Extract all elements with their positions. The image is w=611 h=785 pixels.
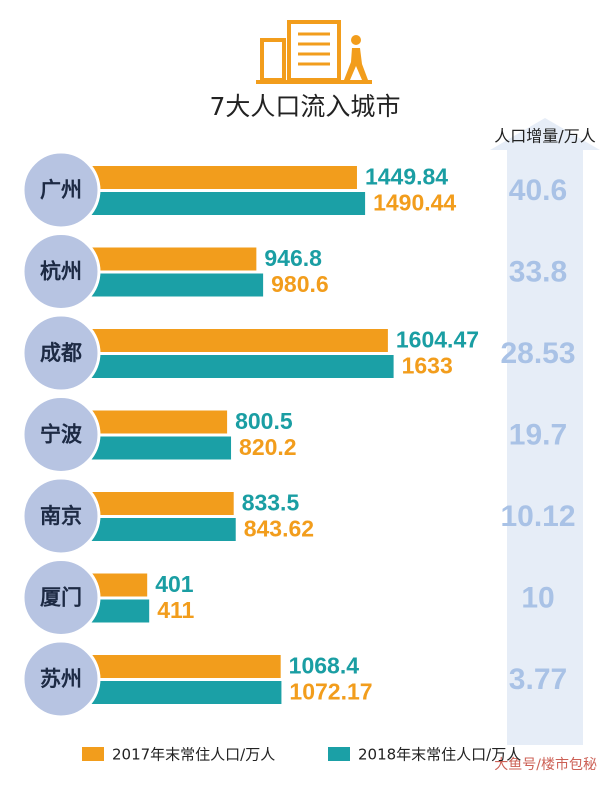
bar <box>67 166 357 189</box>
legend-label: 2018年末常住人口/万人 <box>358 746 521 764</box>
value-label: 946.8 <box>264 245 322 271</box>
increase-label: 33.8 <box>509 255 567 288</box>
value-label: 1068.4 <box>289 653 360 679</box>
chart-title: 7大人口流入城市 <box>210 92 401 121</box>
arrow <box>490 118 600 745</box>
value-label: 1604.47 <box>396 327 479 353</box>
legend-swatch <box>82 747 104 761</box>
bar <box>67 329 388 352</box>
bar <box>67 247 257 271</box>
increase-label: 3.77 <box>509 663 567 696</box>
bar <box>67 655 281 678</box>
category-label: 厦门 <box>40 586 82 610</box>
category-label: 南京 <box>40 504 82 528</box>
value-label: 1449.84 <box>365 164 448 190</box>
bar <box>67 273 264 297</box>
bar <box>67 355 394 378</box>
value-label: 980.6 <box>271 271 329 297</box>
increase-label: 28.53 <box>500 337 575 370</box>
city-badge <box>21 639 101 719</box>
legend-swatch <box>328 747 350 761</box>
category-label: 杭州 <box>40 260 82 284</box>
bar <box>67 192 366 215</box>
category-label: 广州 <box>40 178 82 202</box>
category-label: 苏州 <box>40 667 82 691</box>
city-badge <box>21 150 101 230</box>
value-label: 820.2 <box>239 434 297 460</box>
increase-label: 10 <box>521 581 554 614</box>
increase-label: 19.7 <box>509 418 567 451</box>
city-badge <box>21 232 101 311</box>
bar <box>67 681 282 704</box>
value-label: 411 <box>157 597 194 623</box>
value-label: 1633 <box>402 353 453 379</box>
bar <box>67 410 228 434</box>
value-label: 1072.17 <box>289 679 372 705</box>
value-label: 1490.44 <box>373 190 456 216</box>
increase-label: 40.6 <box>509 174 567 207</box>
value-label: 401 <box>155 571 194 597</box>
value-label: 833.5 <box>242 490 300 516</box>
increase-label: 10.12 <box>500 500 575 533</box>
bar <box>67 492 234 515</box>
category-label: 宁波 <box>40 423 83 447</box>
bar <box>67 518 236 541</box>
city-badge <box>21 558 101 637</box>
city-badge <box>21 313 101 393</box>
bar <box>67 436 232 460</box>
category-label: 成都 <box>40 341 82 365</box>
value-label: 800.5 <box>235 408 293 434</box>
value-label: 843.62 <box>244 516 314 542</box>
city-badge <box>21 476 101 556</box>
city-badge <box>21 395 101 474</box>
legend-label: 2017年末常住人口/万人 <box>112 746 275 764</box>
icon <box>256 20 372 84</box>
increase-title: 人口增量/万人 <box>494 127 595 146</box>
watermark: 大鱼号/楼市包秘 <box>494 756 597 773</box>
